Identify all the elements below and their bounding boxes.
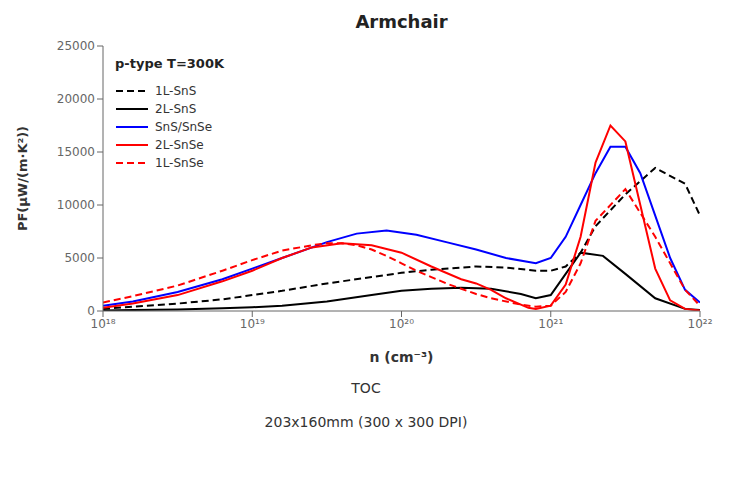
- svg-text:10¹⁸: 10¹⁸: [91, 317, 116, 331]
- svg-text:10²²: 10²²: [688, 317, 713, 331]
- svg-text:10²¹: 10²¹: [538, 317, 563, 331]
- html-text:Armchair: Armchair: [355, 11, 448, 32]
- svg-text:10¹⁹: 10¹⁹: [240, 317, 265, 331]
- svg-text:10000: 10000: [57, 198, 95, 212]
- svg-text:0: 0: [87, 304, 95, 318]
- html-text:2L-SnSe: 2L-SnSe: [155, 138, 204, 152]
- html-text:203x160mm (300 x 300 DPI): 203x160mm (300 x 300 DPI): [264, 414, 468, 430]
- html-text:1L-SnS: 1L-SnS: [155, 84, 197, 98]
- svg-text:15000: 15000: [57, 145, 95, 159]
- html-text:p-type T=300K: p-type T=300K: [115, 56, 224, 71]
- svg-text:10²⁰: 10²⁰: [389, 317, 414, 331]
- html-text:2L-SnS: 2L-SnS: [155, 102, 197, 116]
- svg-text:25000: 25000: [57, 39, 95, 53]
- html-text:TOC: TOC: [351, 380, 381, 396]
- html-text:1L-SnSe: 1L-SnSe: [155, 156, 204, 170]
- svg-text:5000: 5000: [64, 251, 95, 265]
- html-text:SnS/SnSe: SnS/SnSe: [155, 120, 213, 134]
- svg-text:n (cm⁻³): n (cm⁻³): [369, 349, 433, 365]
- svg-text:PF(μW/(m·K²)): PF(μW/(m·K²)): [15, 126, 30, 231]
- svg-text:20000: 20000: [57, 92, 95, 106]
